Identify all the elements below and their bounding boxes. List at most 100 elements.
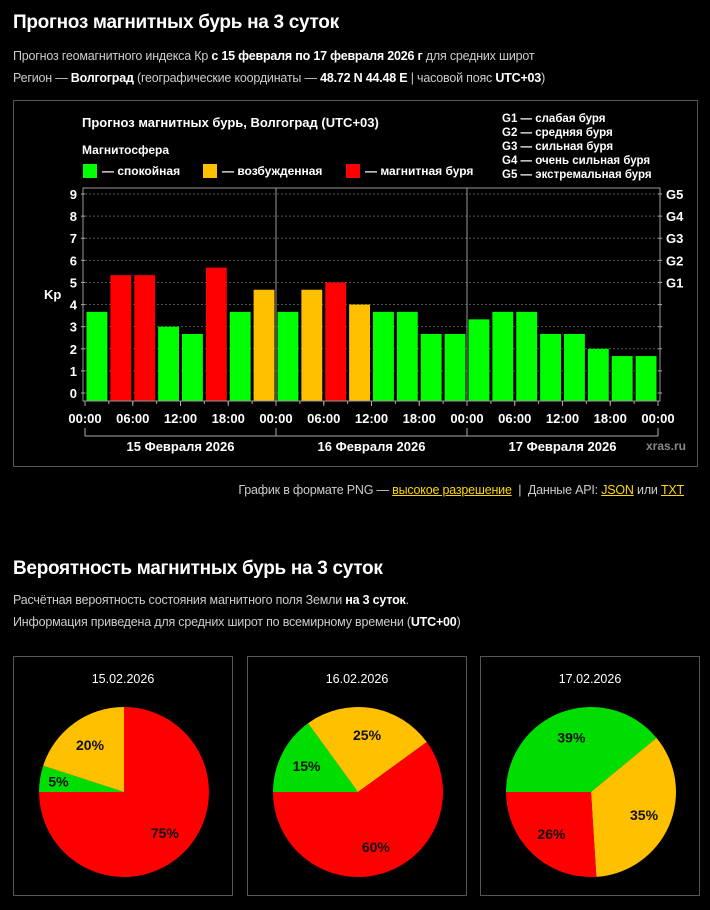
pie-date: 15.02.2026: [91, 672, 155, 686]
pie-slice-quiet: [39, 765, 124, 792]
watermark: xras.ru: [646, 439, 686, 453]
pie-slice-active: [308, 707, 427, 792]
pie-slice-label: 60%: [362, 839, 391, 855]
txt-link[interactable]: TXT: [660, 483, 684, 497]
close-paren: ): [541, 71, 546, 85]
pie-chart: 5% 20% 75%: [39, 707, 209, 877]
download-links: График в формате PNG — высокое разрешени…: [238, 483, 684, 497]
forecast-title: Прогноз магнитных бурь на 3 суток: [13, 12, 339, 33]
kp-forecast-chart: Прогноз магнитных бурь, Волгоград (UTC+0…: [13, 100, 698, 467]
pie-panel-day3: 17.02.2026 39% 35% 26%: [480, 656, 700, 896]
pie-slice-label: 25%: [353, 727, 382, 743]
g-scale-item: G2 — средняя буря: [502, 127, 613, 139]
x-tick-label: 00:00: [68, 411, 101, 426]
note-text: Информация приведена для средних широт п…: [13, 615, 411, 629]
legend-title: Магнитосфера: [82, 143, 169, 157]
kp-bar: [301, 289, 323, 401]
probability-note: Информация приведена для средних широт п…: [13, 615, 461, 629]
g-tick-label: G3: [666, 231, 683, 246]
forecast-region: Регион — Волгоград (географические коорд…: [13, 71, 545, 85]
legend-swatch: [346, 164, 360, 178]
x-tick-label: 00:00: [641, 411, 674, 426]
y-tick-label: 5: [70, 275, 77, 290]
pie-slice-storm: [39, 707, 209, 877]
g-tick-label: G4: [666, 209, 684, 224]
kp-bar: [396, 311, 418, 401]
coords-value: 48.72 N 44.48 E: [320, 71, 408, 85]
pie-slice-label: 15%: [292, 758, 321, 774]
g-scale-item: G3 — сильная буря: [502, 141, 613, 153]
x-tick-label: 18:00: [403, 411, 436, 426]
kp-bar: [325, 282, 347, 401]
tz-label: | часовой пояс: [410, 71, 493, 85]
kp-bar: [277, 311, 299, 401]
y-tick-label: 7: [70, 231, 77, 246]
kp-bar: [492, 311, 514, 401]
kp-bar: [253, 289, 275, 401]
g-scale-legend: G1 — слабая буря G2 — средняя буря G3 — си…: [502, 113, 652, 181]
legend-label: — возбужденная: [222, 164, 322, 178]
pie-slice-label: 26%: [537, 826, 566, 842]
y-tick-label: 0: [70, 386, 77, 401]
kp-bar: [205, 267, 227, 401]
pie-chart: 15% 25% 60%: [273, 707, 443, 877]
x-tick-label: 06:00: [498, 411, 531, 426]
pie-date: 17.02.2026: [558, 672, 622, 686]
kp-bar: [611, 356, 633, 401]
pie-slice-storm: [273, 742, 443, 877]
x-tick-label: 06:00: [307, 411, 340, 426]
x-tick-label: 06:00: [116, 411, 149, 426]
day-label: 15 Февраля 2026: [127, 439, 235, 454]
prob-dot: .: [405, 593, 410, 607]
y-tick-label: 9: [70, 187, 77, 202]
period-dates: с 15 февраля по 17 февраля 2026 г: [211, 49, 423, 63]
kp-bar: [373, 311, 394, 401]
prob-period: на 3 суток: [345, 593, 406, 607]
x-tick-label: 00:00: [450, 411, 483, 426]
x-tick-label: 18:00: [594, 411, 627, 426]
kp-bar: [229, 311, 251, 401]
y-tick-label: 3: [70, 320, 77, 335]
pie-date: 16.02.2026: [325, 672, 389, 686]
kp-bar: [540, 333, 561, 401]
x-tick-label: 00:00: [259, 411, 292, 426]
x-tick-label: 12:00: [355, 411, 388, 426]
kp-bar: [635, 356, 657, 401]
kp-bar: [158, 326, 179, 401]
kp-bar: [564, 333, 585, 401]
legend-label: — спокойная: [102, 164, 180, 178]
note-tz: UTC+00: [410, 615, 457, 629]
json-link[interactable]: JSON: [601, 483, 634, 497]
kp-bar: [134, 275, 156, 401]
kp-chart-svg: Прогноз магнитных бурь, Волгоград (UTC+0…: [44, 113, 686, 454]
legend-swatch: [203, 164, 217, 178]
probability-desc: Расчётная вероятность состояния магнитно…: [13, 593, 409, 607]
pie-panel-day2: 16.02.2026 15% 25% 60%: [247, 656, 467, 896]
day-label: 16 Февраля 2026: [318, 439, 426, 454]
hires-link[interactable]: высокое разрешение: [392, 483, 512, 497]
coords-label: (географические координаты —: [136, 71, 317, 85]
y-tick-label: 4: [70, 298, 78, 313]
kp-bar: [349, 304, 370, 401]
kp-bar: [587, 348, 609, 401]
kp-bar: [516, 311, 538, 401]
kp-bar: [468, 319, 490, 401]
tz-value: UTC+03: [495, 71, 542, 85]
pie-slice-label: 75%: [151, 825, 180, 841]
pie-slice-active: [591, 737, 676, 877]
api-label: Данные API:: [527, 483, 598, 497]
pie-slice-storm: [506, 792, 597, 877]
png-label: График в формате PNG —: [238, 483, 389, 497]
g-tick-label: G5: [666, 187, 683, 202]
period-text: Прогноз геомагнитного индекса Кр: [13, 49, 209, 63]
separator: |: [518, 483, 522, 497]
g-scale-item: G4 — очень сильная буря: [502, 155, 650, 167]
period-latitude: для средних широт: [425, 49, 535, 63]
x-tick-label: 18:00: [212, 411, 245, 426]
pie-chart: 39% 35% 26%: [506, 707, 676, 877]
forecast-period: Прогноз геомагнитного индекса Кр с 15 фе…: [13, 49, 535, 63]
pie-slice-label: 20%: [76, 737, 105, 753]
pie-slice-label: 39%: [557, 730, 586, 746]
prob-text: Расчётная вероятность состояния магнитно…: [13, 593, 342, 607]
g-tick-label: G1: [666, 275, 683, 290]
